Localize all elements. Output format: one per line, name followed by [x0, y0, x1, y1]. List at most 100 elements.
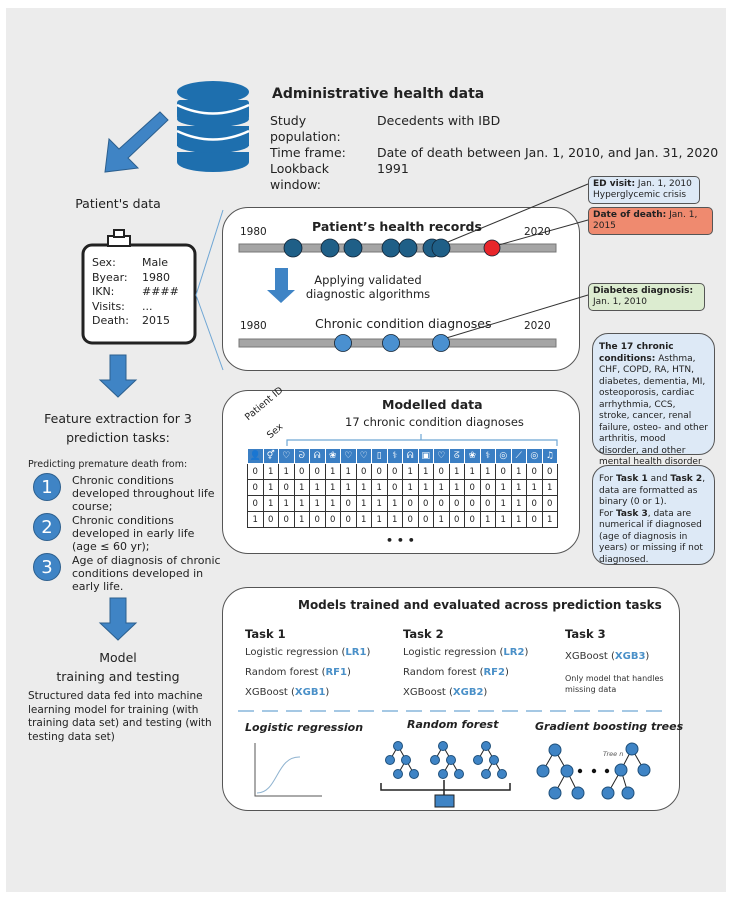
random-forest-tree-node: [481, 741, 491, 751]
table-cell: 1: [278, 463, 295, 480]
source-label: Lookback window:: [270, 161, 329, 192]
callout-label: ED visit:: [593, 179, 636, 189]
table-cell: 0: [402, 495, 419, 512]
table-cell: 1: [495, 511, 512, 528]
model-name: Random forest: [403, 667, 480, 678]
text: and: [647, 474, 671, 484]
model-name: XGBoost: [565, 651, 612, 662]
table-cell: 1: [371, 511, 388, 528]
table-cell: 0: [541, 495, 558, 512]
patient-fields: Sex: Male Byear: 1980 IKN: #### Visits:... …: [92, 256, 179, 329]
text: Task 2: [670, 474, 703, 484]
table-cell: 1: [402, 479, 419, 496]
rf-label: Random forest: [407, 718, 499, 731]
diagnosis-event: [432, 334, 450, 352]
lr-label: Logistic regression: [245, 721, 364, 734]
random-forest-tree-node: [489, 755, 499, 765]
table-cell: 0: [278, 479, 295, 496]
task-heading: Task 2: [403, 627, 444, 641]
table-cell: 1: [402, 463, 419, 480]
table-cell: 1: [541, 511, 558, 528]
diabetes-callout: Diabetes diagnosis: Jan. 1, 2010: [588, 283, 705, 311]
table-cell: 1: [433, 511, 450, 528]
table-cell: 0: [541, 463, 558, 480]
boosting-tree-node: [637, 763, 651, 777]
task-number-1: 1: [33, 473, 61, 501]
table-cell: 1: [541, 479, 558, 496]
model-item: Random forest (RF1): [245, 667, 351, 678]
boosting-tree-node: [548, 786, 562, 800]
gb-label: Gradient boosting trees: [535, 720, 684, 733]
table-cell: 0: [340, 511, 357, 528]
field-value: Male: [142, 256, 169, 269]
field-label: Sex:: [92, 256, 116, 269]
health-record-event: [320, 238, 340, 258]
field-value: 2015: [142, 314, 170, 327]
brain-icon: ❀: [464, 448, 481, 464]
patient-data-title: Patient's data: [75, 196, 161, 211]
task-description: Chronic conditions developed in early li…: [72, 514, 195, 553]
random-forest-tree-node: [473, 755, 483, 765]
boosting-tree-node: [601, 786, 615, 800]
table-cell: 1: [417, 479, 434, 496]
callout-value: Asthma, CHF, COPD, RA, HTN, diabetes, de…: [599, 353, 708, 468]
random-forest-tree-node: [454, 769, 464, 779]
model-code: LR1: [345, 647, 367, 658]
random-forest-tree-node: [497, 769, 507, 779]
table-cell: 1: [309, 479, 326, 496]
model-code: XGB1: [294, 687, 326, 698]
modelled-data-table: 👤 ⚥ ♡ ᘐ ᕱ ❀ ♡ ♡ ▯ ⚕ ᕱ ▣ ♡ ᘔ ❀ ⚕ ◎ ⟋ ◎ ♫ 0 1 1 0 0 1 1 0 0 0 1 1 0 1 1 1 0 1 0 0…: [247, 448, 558, 528]
task-number-3: 3: [33, 553, 61, 581]
random-forest-tree-node: [385, 755, 395, 765]
death-callout: Date of death: Jan. 1, 2015: [588, 207, 713, 235]
table-cell: 1: [464, 463, 481, 480]
stethoscope-icon: ⚕: [386, 448, 403, 464]
table-header-row: 👤 ⚥ ♡ ᘐ ᕱ ❀ ♡ ♡ ▯ ⚕ ᕱ ▣ ♡ ᘔ ❀ ⚕ ◎ ⟋ ◎ ♫: [247, 448, 558, 464]
diagnoses-start-year: 1980: [240, 320, 267, 332]
task-heading: Task 3: [565, 627, 606, 641]
clipboard-icon: [81, 229, 197, 345]
field-label: IKN:: [92, 285, 115, 298]
source-title: Administrative health data: [272, 86, 485, 102]
diagnosis-event: [382, 334, 400, 352]
boosting-tree-node: [536, 764, 550, 778]
task-note: Only model that handles missing data: [565, 674, 664, 694]
boosting-tree-node: [571, 786, 585, 800]
source-value: 1991: [377, 161, 409, 176]
callout-label: Date of death:: [593, 210, 667, 220]
kidney-icon: ◎: [526, 448, 543, 464]
table-cell: 1: [386, 495, 403, 512]
task-heading: Task 1: [245, 627, 286, 641]
health-record-event: [343, 238, 363, 258]
text: For: [599, 508, 616, 519]
random-forest-tree-node: [393, 741, 403, 751]
arrow-down-icon: [267, 268, 295, 303]
source-value: Decedents with IBD: [377, 113, 501, 128]
model-code: LR2: [503, 647, 525, 658]
text: , data are numerical if diagnosed (age o…: [599, 508, 703, 565]
text: For: [599, 474, 616, 484]
xray-icon: ▣: [417, 448, 434, 464]
field-value: ####: [142, 285, 179, 298]
music-icon: ♫: [541, 448, 558, 464]
records-end-year: 2020: [524, 226, 551, 238]
health-record-event: [283, 238, 303, 258]
table-cell: 0: [526, 511, 543, 528]
kidney-icon: ◎: [495, 448, 512, 464]
table-cell: 0: [355, 463, 372, 480]
database-icon: [177, 81, 249, 172]
chronic-conditions-callout: The 17 chronic conditions: Asthma, CHF, …: [592, 333, 715, 467]
source-label: Time frame:: [270, 145, 346, 160]
table-cell: 0: [433, 463, 450, 480]
tree-n-label: Tree n: [603, 750, 624, 758]
table-cell: 1: [293, 511, 310, 528]
data-format-callout: For Task 1 and Task 2, data are formatte…: [592, 465, 715, 565]
table-cell: 0: [278, 511, 295, 528]
callout-value: Jan. 1, 2015: [593, 210, 698, 231]
random-forest-tree-node: [393, 769, 403, 779]
